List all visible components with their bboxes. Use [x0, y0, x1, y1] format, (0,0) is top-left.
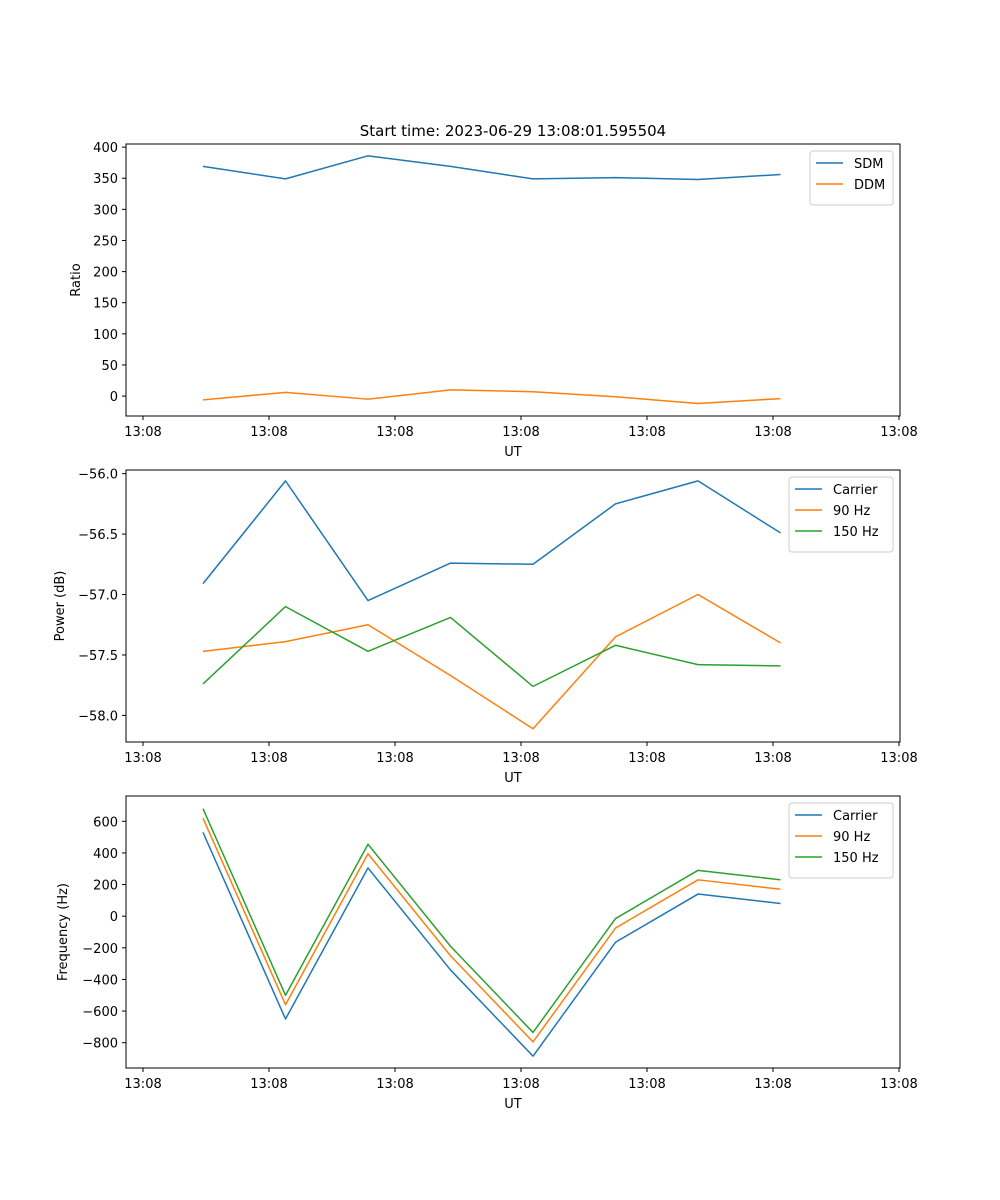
y-tick-label: 250	[93, 234, 118, 249]
legend-label: 150 Hz	[833, 525, 879, 540]
x-tick-label: 13:08	[250, 1077, 287, 1092]
y-tick-label: 200	[93, 266, 118, 281]
y-tick-label: −57.5	[78, 649, 118, 664]
x-tick-label: 13:08	[880, 425, 917, 440]
plot-frame	[125, 143, 901, 417]
x-tick-label: 13:08	[880, 1077, 917, 1092]
plot-frame	[125, 469, 901, 743]
y-tick-label: 350	[93, 172, 118, 187]
x-tick-label: 13:08	[628, 1077, 665, 1092]
x-tick-label: 13:08	[502, 751, 539, 766]
y-tick-label: −600	[82, 1005, 118, 1020]
chart-panel-2: 13:08 13:08 13:08 13:08 13:08 13:08 13:08 UT −56…	[53, 468, 918, 786]
series-line-ddm	[202, 389, 781, 405]
x-tick-label: 13:08	[628, 425, 665, 440]
x-tick-label: 13:08	[502, 425, 539, 440]
x-tick-label: 13:08	[754, 425, 791, 440]
legend-box	[788, 802, 894, 879]
legend-label: Carrier	[833, 483, 878, 498]
y-tick-label: −200	[82, 942, 118, 957]
series-line-carrier	[202, 832, 781, 1057]
y-axis-label: Power (dB)	[53, 571, 68, 642]
y-tick-label: −56.5	[78, 528, 118, 543]
x-tick-label: 13:08	[124, 751, 161, 766]
y-tick-label: −800	[82, 1037, 118, 1052]
legend-label: 150 Hz	[833, 851, 879, 866]
legend-label: 90 Hz	[833, 504, 870, 519]
x-tick-label: 13:08	[628, 751, 665, 766]
x-axis-label: UT	[504, 445, 522, 460]
plot-frame	[125, 795, 901, 1069]
y-tick-label: 300	[93, 203, 118, 218]
y-axis-label: Ratio	[69, 263, 84, 296]
series-line-150-hz	[202, 605, 781, 688]
series-line-90-hz	[202, 817, 781, 1043]
y-tick-label: −57.0	[78, 589, 118, 604]
x-tick-label: 13:08	[124, 425, 161, 440]
legend-label: Carrier	[833, 809, 878, 824]
y-axis-label: Frequency (Hz)	[56, 883, 71, 981]
x-axis-label: UT	[504, 771, 522, 786]
y-tick-label: 400	[93, 141, 118, 156]
legend-label: SDM	[854, 157, 883, 172]
y-tick-label: −58.0	[78, 709, 118, 724]
x-tick-label: 13:08	[754, 751, 791, 766]
x-tick-label: 13:08	[754, 1077, 791, 1092]
x-tick-label: 13:08	[376, 1077, 413, 1092]
y-tick-label: −400	[82, 973, 118, 988]
legend-box	[809, 150, 894, 206]
x-tick-label: 13:08	[880, 751, 917, 766]
series-line-sdm	[202, 155, 781, 181]
x-tick-label: 13:08	[376, 425, 413, 440]
legend-label: DDM	[854, 178, 885, 193]
legend-label: 90 Hz	[833, 830, 870, 845]
figure-title: Start time: 2023-06-29 13:08:01.595504	[360, 122, 666, 140]
y-tick-label: 150	[93, 297, 118, 312]
y-tick-label: 100	[93, 328, 118, 343]
x-tick-label: 13:08	[376, 751, 413, 766]
y-tick-label: −56.0	[78, 468, 118, 483]
charts-container: 13:08 13:08 13:08 13:08 13:08 13:08 13:08 UT 0 50…	[53, 141, 918, 1112]
y-tick-label: 50	[101, 359, 118, 374]
x-tick-label: 13:08	[502, 1077, 539, 1092]
y-tick-label: 0	[110, 390, 118, 405]
series-line-150-hz	[202, 808, 781, 1034]
y-tick-label: 400	[93, 847, 118, 862]
y-tick-label: 600	[93, 815, 118, 830]
legend-box	[788, 476, 894, 553]
series-line-carrier	[202, 480, 781, 602]
x-tick-label: 13:08	[124, 1077, 161, 1092]
chart-panel-1: 13:08 13:08 13:08 13:08 13:08 13:08 13:08 UT 0 50…	[69, 141, 918, 460]
y-tick-label: 200	[93, 879, 118, 894]
chart-panel-3: 13:08 13:08 13:08 13:08 13:08 13:08 13:08 UT 600…	[56, 795, 918, 1112]
x-tick-label: 13:08	[250, 425, 287, 440]
x-tick-label: 13:08	[250, 751, 287, 766]
x-axis-label: UT	[504, 1097, 522, 1112]
y-tick-label: 0	[110, 910, 118, 925]
series-line-90-hz	[202, 593, 781, 730]
